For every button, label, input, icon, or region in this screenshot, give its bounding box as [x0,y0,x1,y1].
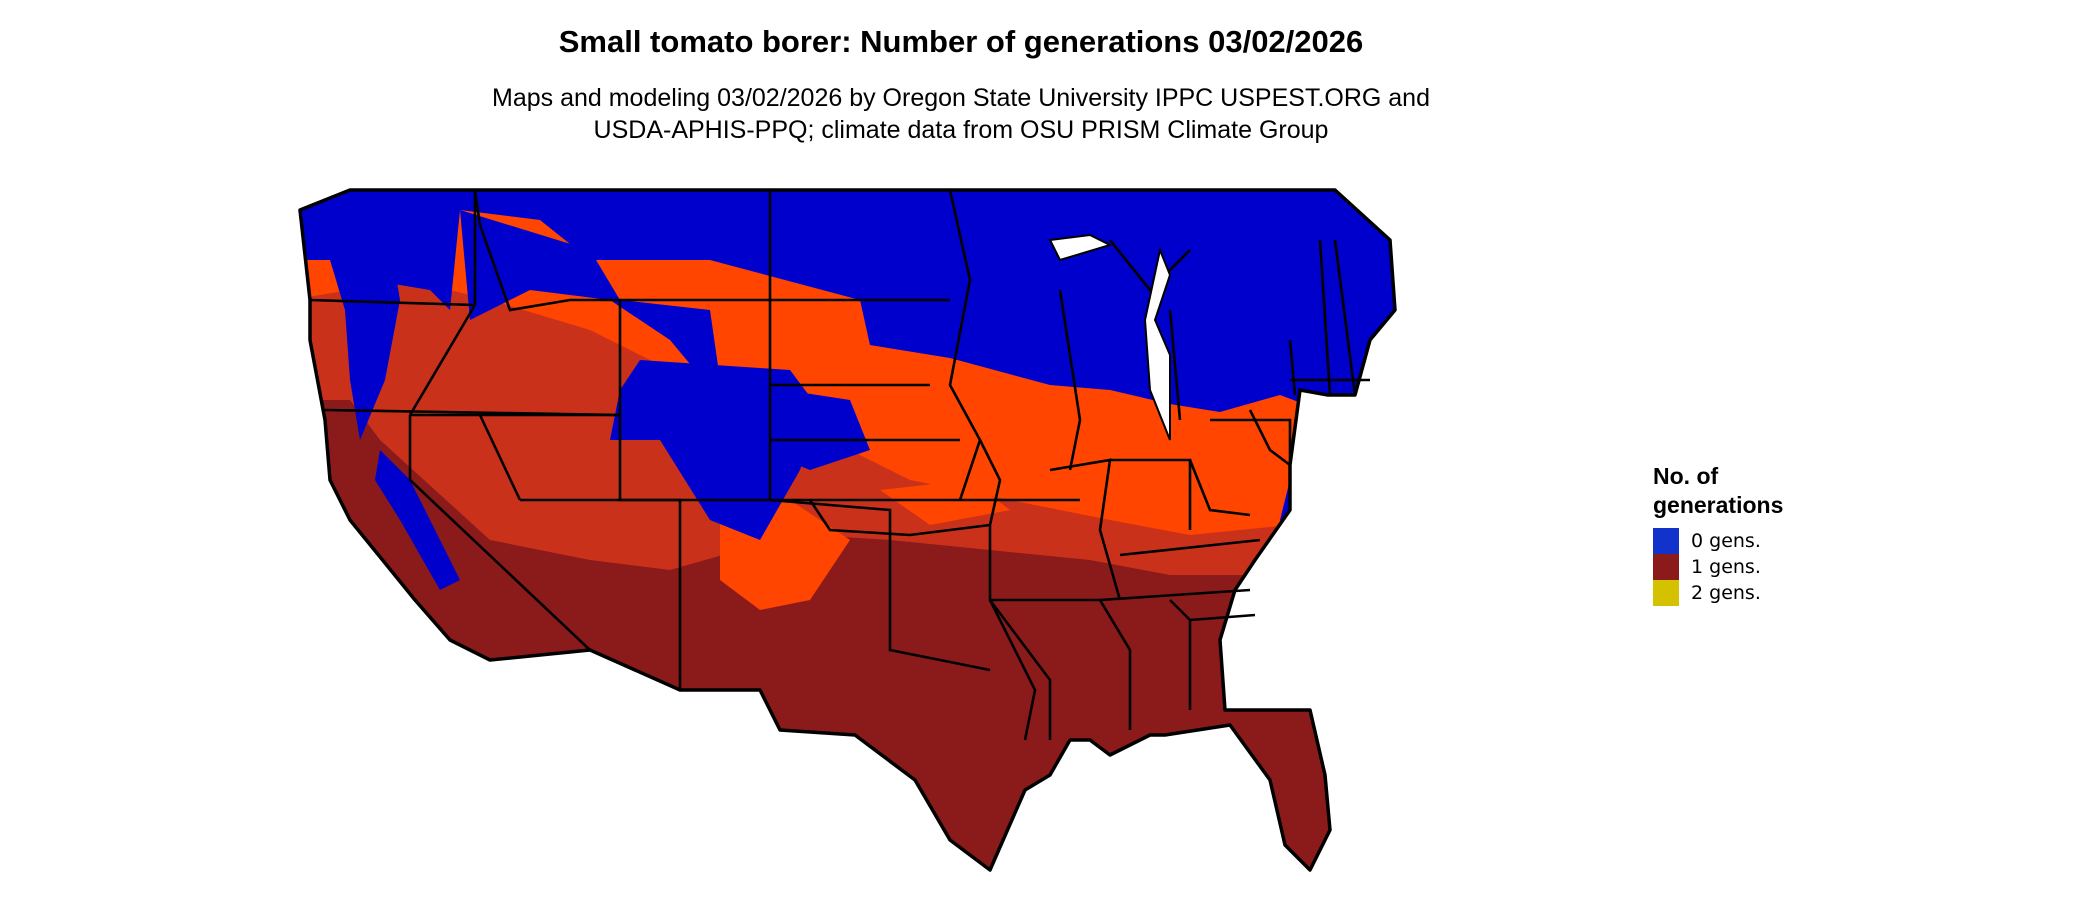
map-title: Small tomato borer: Number of generation… [558,24,1364,59]
legend-item-1-gens: 1 gens. [1653,554,1853,580]
map-subtitle: Maps and modeling 03/02/2026 by Oregon S… [0,82,1922,146]
legend-label-0-gens: 0 gens. [1691,530,1761,552]
zone-zero-gens-cascades [330,240,400,440]
legend-swatch-0-gens [1653,528,1679,554]
zone-zero-gens-colorado [610,360,820,540]
zone-zero-gens-appalachia [1280,480,1360,560]
legend-list: 0 gens. 1 gens. 2 gens. [1653,528,1853,606]
us-outline [298,188,1397,872]
subtitle-line-1: Maps and modeling 03/02/2026 by Oregon S… [492,84,1430,112]
legend-label-1-gens: 1 gens. [1691,556,1761,578]
us-generations-map [298,188,1397,872]
great-lakes [1048,233,1172,441]
subtitle-line-2: USDA-APHIS-PPQ; climate data from OSU PR… [593,116,1329,144]
map-legend: No. of generations 0 gens. 1 gens. 2 gen… [1653,462,1853,606]
generation-fill [300,190,1395,870]
legend-item-0-gens: 0 gens. [1653,528,1853,554]
zone-zero-gens-sierra [375,450,460,590]
legend-swatch-1-gens [1653,554,1679,580]
legend-item-2-gens: 2 gens. [1653,580,1853,606]
legend-swatch-2-gens [1653,580,1679,606]
legend-title: No. of generations [1653,463,1784,518]
legend-label-2-gens: 2 gens. [1691,582,1761,604]
state-borders [309,189,1370,741]
